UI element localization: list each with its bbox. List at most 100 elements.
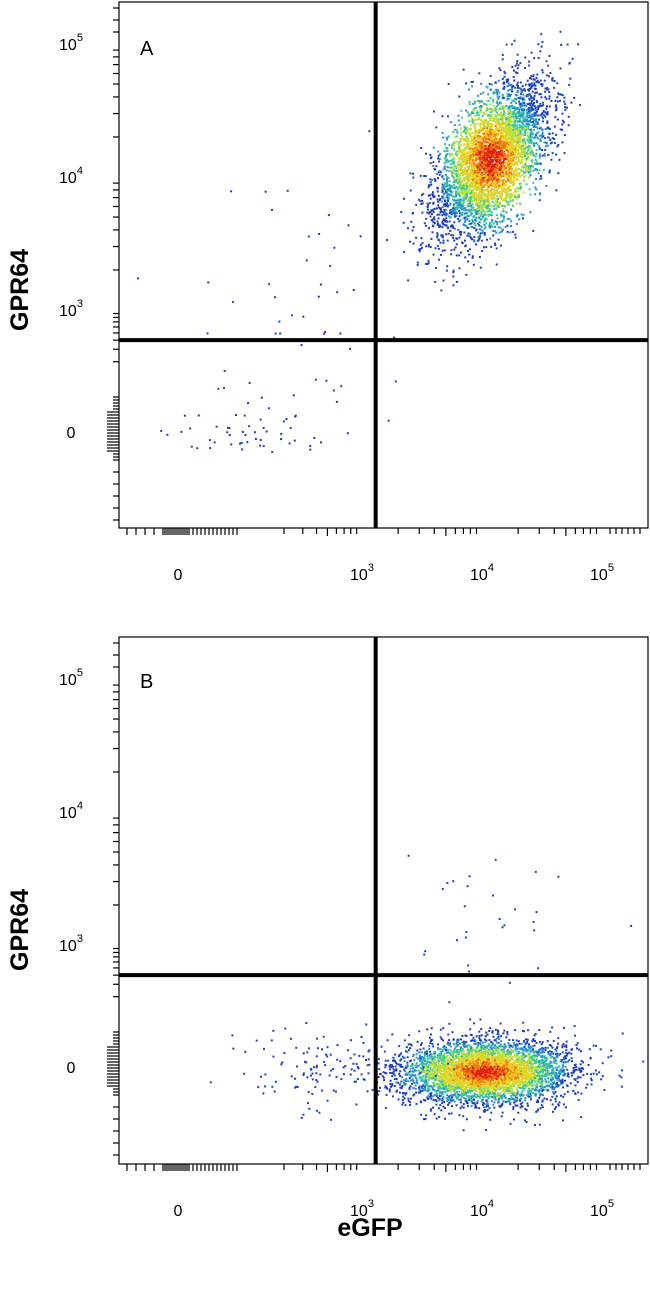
event-dot [446, 166, 449, 169]
event-dot [533, 105, 536, 108]
event-dot [484, 1068, 487, 1071]
event-dot [509, 231, 512, 234]
event-dot [166, 433, 169, 436]
event-dot [474, 128, 477, 131]
event-dot [517, 160, 520, 163]
event-dot [463, 195, 466, 198]
event-dot [520, 102, 523, 105]
event-dot [490, 211, 493, 214]
event-dot [440, 234, 443, 237]
event-dot [487, 193, 490, 196]
event-dot [495, 119, 498, 122]
event-dot [521, 169, 524, 172]
event-dot [445, 182, 448, 185]
event-dot [522, 123, 525, 126]
event-dot [512, 76, 515, 78]
event-dot [499, 69, 502, 72]
event-dot [521, 89, 524, 92]
event-dot [441, 186, 444, 189]
event-dot [470, 1098, 473, 1101]
event-dot [472, 216, 475, 219]
event-dot [526, 131, 529, 134]
event-dot [437, 204, 440, 207]
event-dot [443, 188, 446, 191]
event-dot [434, 281, 437, 283]
event-dot [564, 106, 567, 109]
event-dot [461, 204, 464, 207]
event-dot [520, 116, 523, 119]
event-dot [452, 169, 455, 172]
event-dot [538, 155, 541, 158]
event-dot [510, 135, 513, 138]
event-dot [421, 194, 423, 196]
event-dot [483, 158, 486, 160]
event-dot [489, 164, 492, 167]
event-dot [465, 215, 468, 218]
event-dot [183, 414, 186, 417]
event-dot [430, 156, 433, 159]
event-dot [490, 246, 493, 249]
event-dot [539, 162, 542, 165]
event-dot [507, 175, 510, 178]
event-dot [505, 147, 508, 150]
event-dot [473, 240, 476, 243]
event-dot [465, 209, 468, 212]
event-dot [332, 389, 335, 392]
event-dot [490, 156, 493, 159]
event-dot [513, 191, 516, 194]
event-dot [503, 197, 506, 200]
event-dot [483, 142, 486, 145]
event-dot [523, 175, 525, 178]
event-dot [412, 176, 415, 179]
event-dot [541, 69, 544, 71]
event-dot [446, 115, 449, 118]
event-dot [511, 143, 514, 146]
event-dot [462, 205, 465, 208]
event-dot [485, 135, 488, 138]
event-dot [505, 167, 507, 170]
event-dot [469, 174, 472, 177]
event-dot [496, 190, 499, 193]
event-dot [455, 140, 458, 143]
event-dot [503, 142, 505, 145]
event-dot [485, 157, 488, 160]
event-dot [506, 159, 509, 162]
event-dot [500, 157, 503, 160]
event-dot [463, 184, 466, 187]
event-dot [527, 155, 530, 158]
event-dot [482, 127, 485, 130]
event-dot [514, 156, 517, 159]
event-dot [536, 110, 539, 113]
event-dot [488, 225, 491, 228]
event-dot [479, 266, 482, 269]
event-dot [537, 114, 540, 117]
event-dot [474, 134, 477, 137]
event-dot [520, 154, 522, 157]
event-dot [517, 86, 520, 89]
event-dot [454, 246, 457, 249]
event-dot [470, 191, 473, 194]
event-dot [446, 138, 448, 141]
event-dot [540, 33, 543, 36]
event-dot [493, 167, 496, 170]
event-dot [518, 120, 521, 123]
event-dot [486, 188, 489, 191]
event-dot [469, 162, 472, 165]
event-dot [504, 190, 507, 193]
event-dot [511, 230, 514, 233]
event-dot [347, 224, 350, 227]
event-dot [488, 222, 491, 224]
event-dot [521, 85, 524, 88]
event-dot [505, 43, 508, 46]
event-dot [500, 215, 503, 218]
event-dot [403, 250, 406, 253]
event-dot [499, 117, 502, 120]
event-dot [462, 159, 465, 162]
event-dot [461, 164, 464, 167]
event-dot [523, 104, 526, 107]
event-dot [452, 226, 455, 229]
event-dot [493, 136, 496, 139]
event-dot [485, 131, 488, 134]
event-dot [472, 111, 475, 114]
event-dot [510, 83, 513, 86]
